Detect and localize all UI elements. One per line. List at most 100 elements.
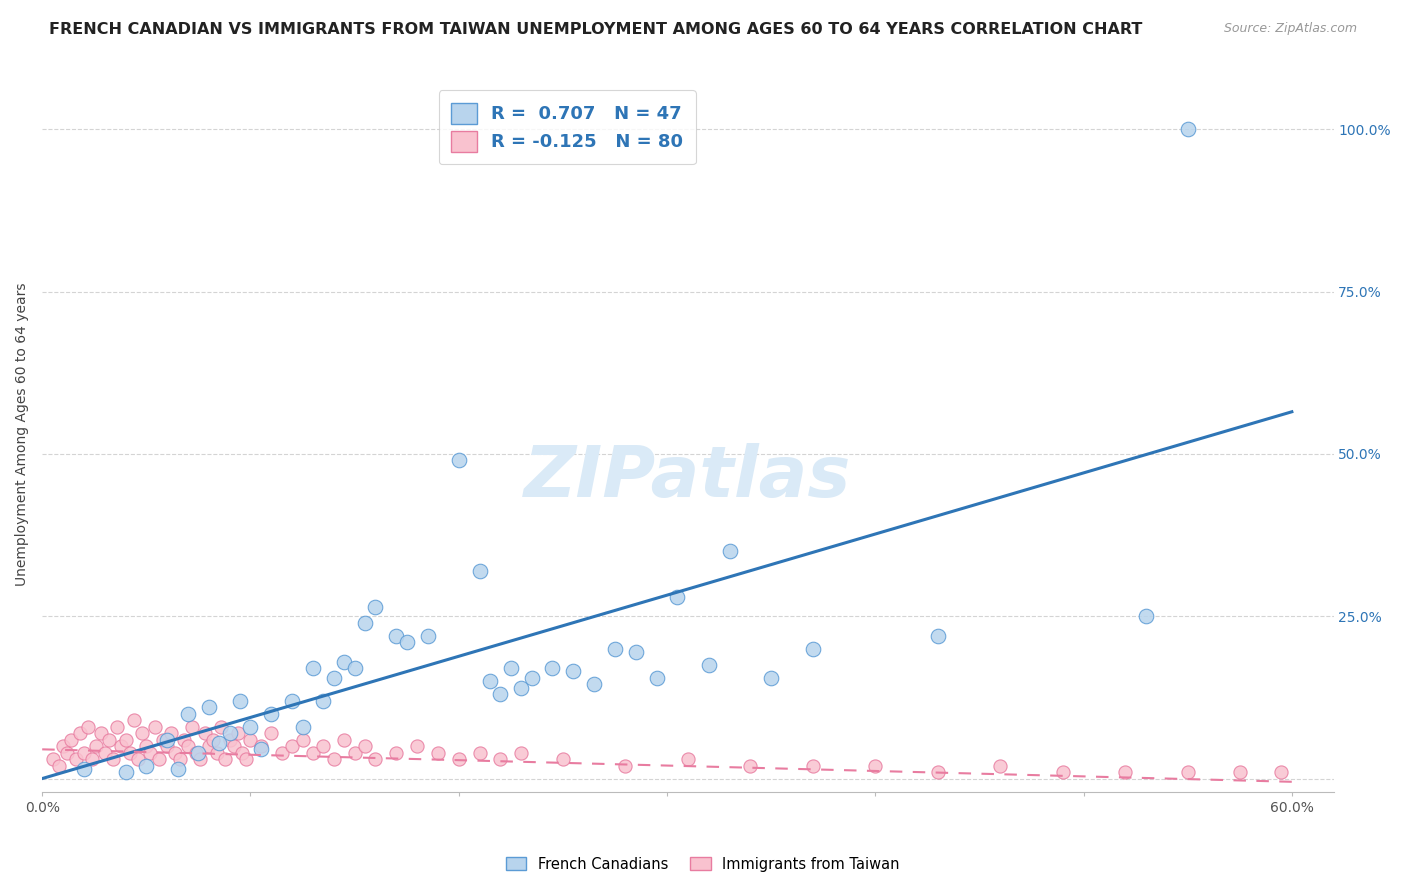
Point: [260, 706, 283, 721]
Point: [118, 746, 141, 760]
Point: [48, 758, 70, 772]
Point: [65, 752, 87, 766]
Point: [562, 665, 585, 679]
Point: [1177, 765, 1199, 780]
Point: [97, 732, 120, 747]
Point: [865, 758, 887, 772]
Point: [250, 739, 273, 753]
Point: [181, 720, 204, 734]
Point: [291, 732, 314, 747]
Point: [173, 732, 195, 747]
Point: [510, 746, 533, 760]
Point: [1229, 765, 1251, 780]
Point: [927, 765, 949, 780]
Point: [322, 671, 344, 685]
Point: [312, 739, 335, 753]
Point: [135, 739, 157, 753]
Point: [110, 739, 132, 753]
Point: [165, 746, 187, 760]
Point: [603, 641, 626, 656]
Point: [187, 746, 209, 760]
Point: [333, 655, 356, 669]
Point: [231, 746, 253, 760]
Point: [214, 752, 236, 766]
Point: [135, 758, 157, 772]
Point: [1114, 765, 1136, 780]
Point: [143, 720, 166, 734]
Point: [312, 693, 335, 707]
Point: [239, 732, 262, 747]
Point: [260, 726, 283, 740]
Point: [447, 453, 470, 467]
Point: [89, 726, 111, 740]
Point: [302, 746, 325, 760]
Point: [697, 657, 720, 672]
Point: [927, 629, 949, 643]
Point: [93, 746, 115, 760]
Point: [69, 726, 91, 740]
Point: [139, 746, 162, 760]
Point: [114, 732, 136, 747]
Point: [194, 726, 217, 740]
Point: [169, 752, 191, 766]
Point: [127, 752, 149, 766]
Point: [156, 732, 179, 747]
Point: [322, 752, 344, 766]
Text: Source: ZipAtlas.com: Source: ZipAtlas.com: [1223, 22, 1357, 36]
Point: [1052, 765, 1074, 780]
Point: [676, 752, 699, 766]
Point: [229, 693, 252, 707]
Point: [73, 762, 96, 776]
Point: [198, 739, 221, 753]
Point: [114, 765, 136, 780]
Point: [41, 752, 63, 766]
Point: [489, 752, 512, 766]
Point: [385, 746, 408, 760]
Point: [205, 746, 228, 760]
Point: [541, 661, 564, 675]
Point: [740, 758, 762, 772]
Point: [122, 713, 145, 727]
Point: [1177, 122, 1199, 136]
Point: [614, 758, 637, 772]
Point: [218, 726, 240, 740]
Point: [343, 746, 366, 760]
Point: [447, 752, 470, 766]
Legend: French Canadians, Immigrants from Taiwan: French Canadians, Immigrants from Taiwan: [501, 851, 905, 878]
Point: [1135, 609, 1157, 624]
Point: [468, 564, 491, 578]
Point: [416, 629, 439, 643]
Point: [624, 645, 647, 659]
Point: [166, 762, 188, 776]
Point: [520, 671, 543, 685]
Text: FRENCH CANADIAN VS IMMIGRANTS FROM TAIWAN UNEMPLOYMENT AMONG AGES 60 TO 64 YEARS: FRENCH CANADIAN VS IMMIGRANTS FROM TAIWA…: [49, 22, 1143, 37]
Point: [152, 732, 174, 747]
Point: [82, 752, 104, 766]
Point: [218, 732, 240, 747]
Point: [201, 732, 224, 747]
Point: [86, 739, 108, 753]
Point: [291, 720, 314, 734]
Point: [510, 681, 533, 695]
Point: [209, 720, 232, 734]
Point: [354, 615, 377, 630]
Point: [208, 736, 231, 750]
Point: [468, 746, 491, 760]
Point: [406, 739, 429, 753]
Point: [478, 674, 501, 689]
Point: [73, 746, 96, 760]
Point: [343, 661, 366, 675]
Point: [302, 661, 325, 675]
Point: [666, 590, 689, 604]
Point: [1270, 765, 1292, 780]
Point: [190, 752, 212, 766]
Point: [235, 752, 257, 766]
Point: [364, 752, 387, 766]
Point: [56, 746, 79, 760]
Point: [156, 739, 179, 753]
Point: [77, 720, 100, 734]
Point: [160, 726, 183, 740]
Point: [385, 629, 408, 643]
Text: ZIPatlas: ZIPatlas: [524, 442, 852, 512]
Point: [105, 720, 128, 734]
